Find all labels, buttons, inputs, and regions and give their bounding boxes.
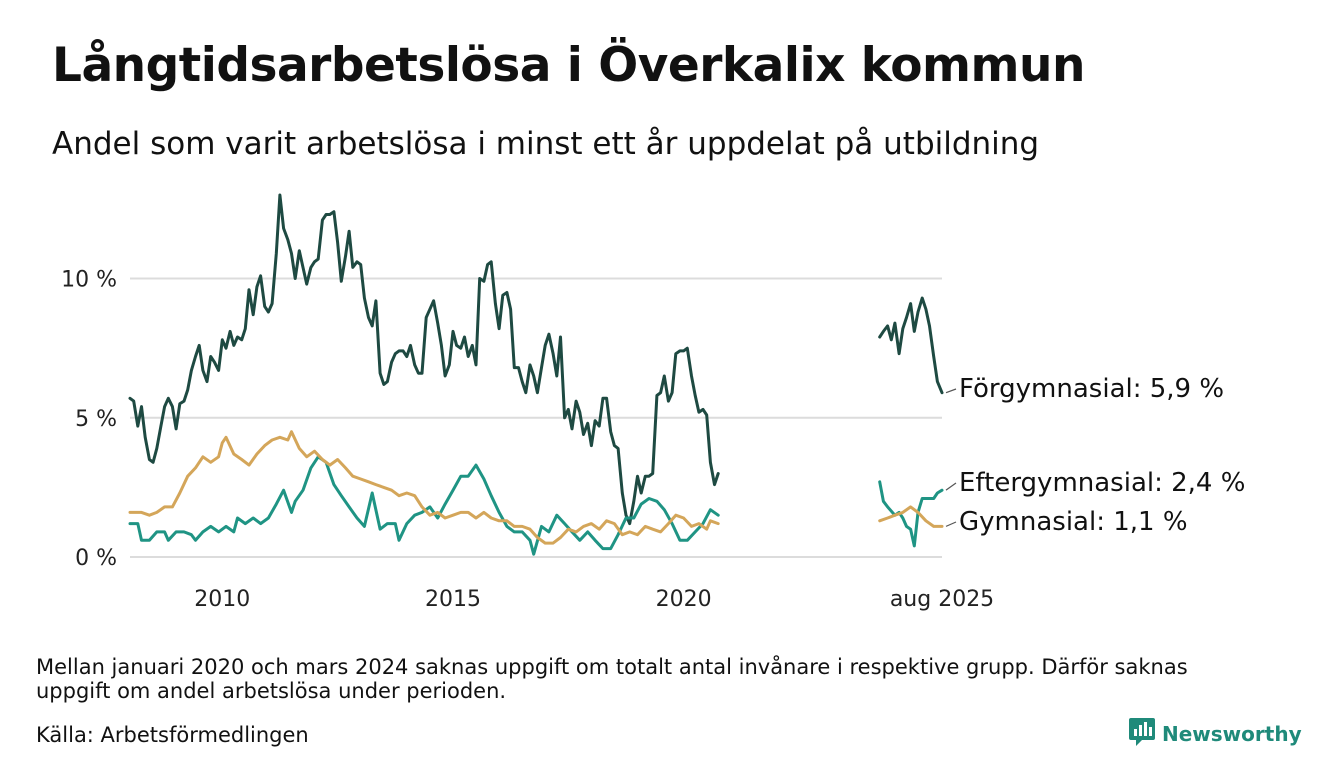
- y-axis: 0 % 5 % 10 %: [61, 268, 117, 571]
- end-labels: Förgymnasial: 5,9 % Eftergymnasial: 2,4 %…: [945, 374, 1245, 537]
- series-line: [878, 480, 944, 548]
- chart-title: Långtidsarbetslösa i Överkalix kommun: [52, 38, 1085, 93]
- label-connector: [945, 388, 957, 394]
- series-gymnasial: [128, 430, 944, 545]
- x-tick-label: aug 2025: [890, 587, 994, 612]
- end-label: Förgymnasial: 5,9 %: [959, 374, 1224, 404]
- series-line: [128, 455, 720, 556]
- label-connector: [945, 482, 957, 491]
- x-tick-label: 2020: [656, 587, 712, 612]
- series-line: [878, 296, 944, 395]
- series-line: [128, 193, 720, 526]
- x-tick-label: 2015: [425, 587, 481, 612]
- x-tick-label: 2010: [194, 587, 250, 612]
- series-line: [128, 430, 720, 545]
- gridlines: [130, 277, 942, 558]
- footnote: Mellan januari 2020 och mars 2024 saknas…: [36, 655, 1188, 703]
- series-line: [878, 505, 944, 528]
- series-lines: [128, 193, 944, 556]
- y-tick-label: 0 %: [75, 546, 117, 571]
- end-label: Eftergymnasial: 2,4 %: [959, 468, 1245, 498]
- brand-name: Newsworthy: [1162, 722, 1302, 746]
- y-tick-label: 10 %: [61, 268, 117, 293]
- source-text: Källa: Arbetsförmedlingen: [36, 723, 309, 747]
- label-connector: [945, 521, 957, 527]
- brand: Newsworthy: [1128, 718, 1302, 750]
- y-tick-label: 5 %: [75, 407, 117, 432]
- newsworthy-logo-icon: [1128, 716, 1156, 752]
- end-label: Gymnasial: 1,1 %: [959, 507, 1188, 537]
- x-axis: 2010 2015 2020 aug 2025: [194, 587, 994, 612]
- series-förgymnasial: [128, 193, 944, 526]
- series-eftergymnasial: [128, 455, 944, 556]
- chart-subtitle: Andel som varit arbetslösa i minst ett å…: [52, 126, 1040, 162]
- line-chart: 0 % 5 % 10 % 2010 2015 2020 aug 2025 Förgymna…: [61, 193, 1245, 612]
